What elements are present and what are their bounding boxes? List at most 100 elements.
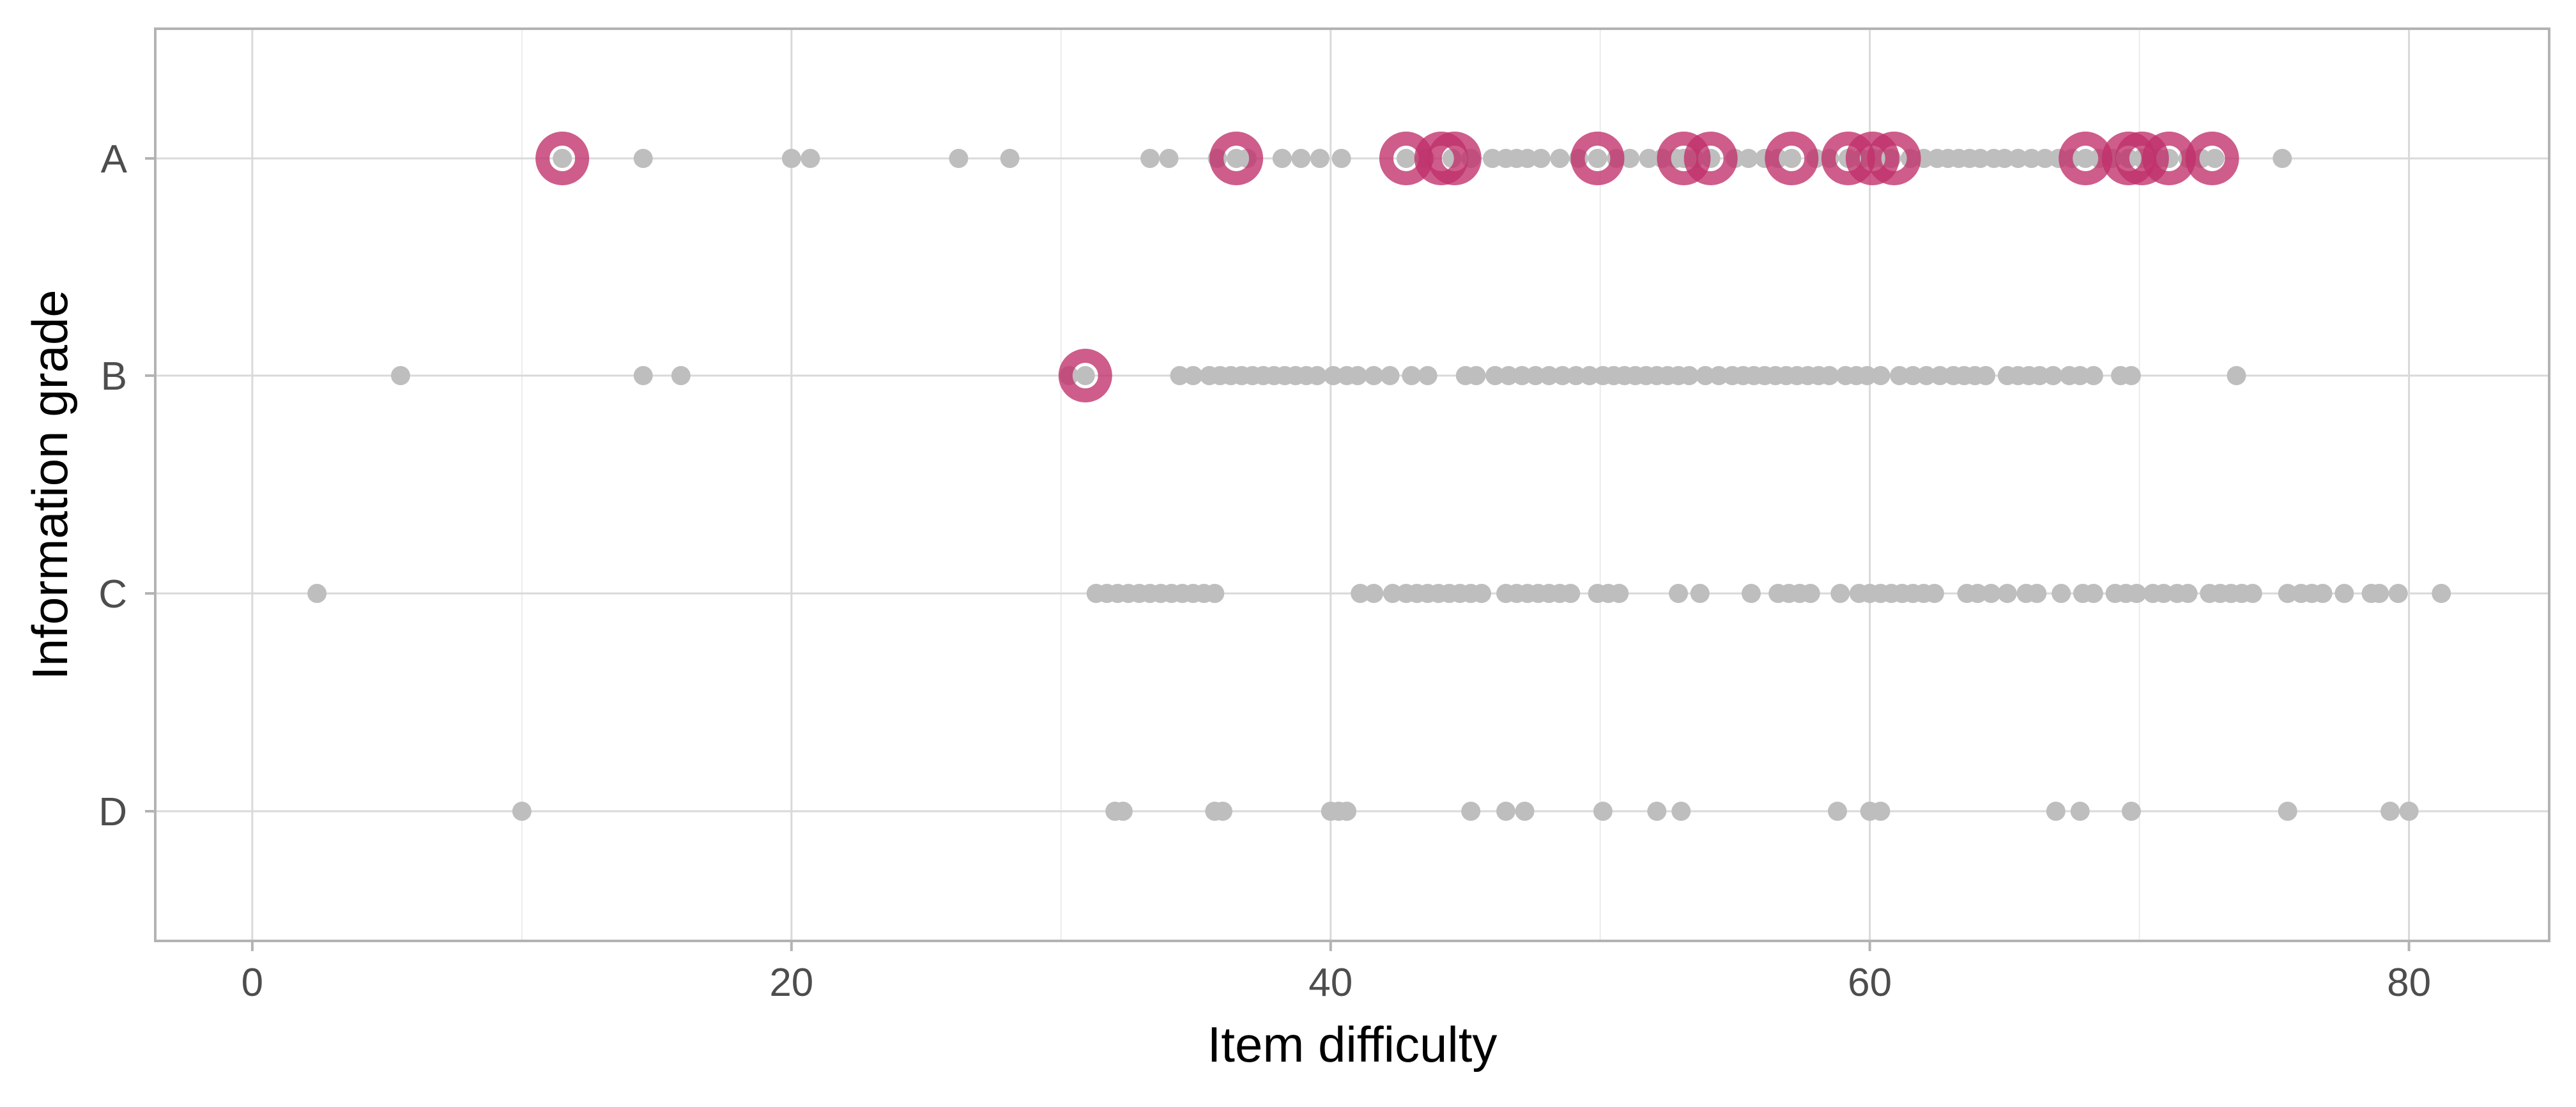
- data-point-c: [2432, 584, 2451, 603]
- data-point-b: [2070, 366, 2090, 385]
- data-point-b: [1930, 366, 1950, 385]
- y-axis-title: Information grade: [22, 289, 78, 680]
- data-point-c: [2313, 584, 2333, 603]
- data-point-a: [1782, 149, 1802, 168]
- data-point-c: [2178, 584, 2198, 603]
- data-point-c: [1924, 584, 1944, 603]
- data-point-d: [2070, 802, 2090, 821]
- data-point-c: [2027, 584, 2047, 603]
- y-axis: A B C D: [98, 137, 155, 834]
- data-point-c: [2154, 584, 2174, 603]
- data-point-c: [2083, 584, 2103, 603]
- y-tick-label: B: [101, 355, 127, 399]
- data-point-b: [1696, 366, 1715, 385]
- data-point-b: [1499, 366, 1519, 385]
- data-point-a: [1639, 149, 1659, 168]
- data-point-b: [2121, 366, 2141, 385]
- data-point-d: [2380, 802, 2400, 821]
- data-point-d: [1337, 802, 1357, 821]
- data-point-a: [1159, 149, 1179, 168]
- x-axis-title: Item difficulty: [1208, 1016, 1498, 1073]
- data-point-c: [1351, 584, 1370, 603]
- data-point-b: [1466, 366, 1486, 385]
- data-point-d: [1496, 802, 1516, 821]
- x-tick-label: 40: [1308, 961, 1353, 1005]
- highlighted-point-a: [1209, 132, 1264, 185]
- data-point-c: [2388, 584, 2408, 603]
- x-axis: 0 20 40 60 80: [241, 941, 2431, 1005]
- data-point-a: [1517, 149, 1537, 168]
- data-point-c: [2334, 584, 2354, 603]
- data-point-b: [1917, 366, 1936, 385]
- data-point-c: [1997, 584, 2017, 603]
- data-point-c: [1561, 584, 1581, 603]
- data-point-d: [2121, 802, 2141, 821]
- data-point-c: [1205, 584, 1225, 603]
- data-point-c: [1800, 584, 1820, 603]
- data-point-c: [1383, 584, 1402, 603]
- y-tick-label: D: [98, 790, 127, 834]
- data-point-c: [1472, 584, 1492, 603]
- data-point-c: [2051, 584, 2071, 603]
- data-point-b: [633, 366, 653, 385]
- data-point-a: [1272, 149, 1292, 168]
- data-point-b: [1709, 366, 1729, 385]
- data-point-a: [1995, 149, 2014, 168]
- data-point-b: [1402, 366, 1422, 385]
- data-point-c: [1669, 584, 1689, 603]
- data-point-d: [1461, 802, 1481, 821]
- data-point-c: [2278, 584, 2297, 603]
- data-point-a: [1291, 149, 1311, 168]
- data-point-a: [1531, 149, 1551, 168]
- data-point-b: [1539, 366, 1559, 385]
- data-point-b: [1566, 366, 1586, 385]
- data-point-d: [1593, 802, 1613, 821]
- data-point-a: [2035, 149, 2055, 168]
- x-tick-label: 20: [769, 961, 813, 1005]
- data-point-b: [1579, 366, 1599, 385]
- x-tick-label: 0: [241, 961, 263, 1005]
- data-point-d: [1113, 802, 1133, 821]
- highlighted-point-a: [1657, 132, 1711, 185]
- highlighted-point-a: [1427, 132, 1482, 185]
- data-point-d: [1871, 802, 1890, 821]
- data-point-a: [801, 149, 820, 168]
- data-point-c: [1609, 584, 1629, 603]
- data-point-a: [1620, 149, 1640, 168]
- data-point-a: [1482, 149, 1502, 168]
- data-point-a: [633, 149, 653, 168]
- data-point-d: [512, 802, 532, 821]
- highlighted-point-a: [2185, 132, 2239, 185]
- data-point-d: [1671, 802, 1691, 821]
- data-point-b: [1679, 366, 1699, 385]
- data-point-a: [2021, 149, 2041, 168]
- highlighted-point-a: [2115, 132, 2169, 185]
- data-point-b: [1857, 366, 1877, 385]
- data-point-c: [1690, 584, 1710, 603]
- data-point-b: [2083, 366, 2103, 385]
- highlighted-point-a: [1867, 132, 1921, 185]
- data-point-d: [2278, 802, 2297, 821]
- highlighted-points: [535, 132, 2239, 402]
- y-tick-label: A: [101, 137, 128, 181]
- data-point-b: [1820, 366, 1839, 385]
- data-point-b: [2043, 366, 2063, 385]
- data-point-b: [1890, 366, 1910, 385]
- data-point-d: [1647, 802, 1667, 821]
- data-point-b: [1307, 366, 1327, 385]
- data-point-b: [1903, 366, 1923, 385]
- data-point-a: [1000, 149, 1020, 168]
- data-point-c: [2127, 584, 2147, 603]
- data-point-b: [1364, 366, 1384, 385]
- data-point-b: [1347, 366, 1367, 385]
- data-point-c: [2370, 584, 2389, 603]
- data-point-c: [2242, 584, 2262, 603]
- data-point-d: [2046, 802, 2066, 821]
- data-point-b: [671, 366, 691, 385]
- data-point-b: [2227, 366, 2246, 385]
- data-point-a: [2273, 149, 2292, 168]
- data-point-a: [1140, 149, 1160, 168]
- data-point-b: [1976, 366, 1996, 385]
